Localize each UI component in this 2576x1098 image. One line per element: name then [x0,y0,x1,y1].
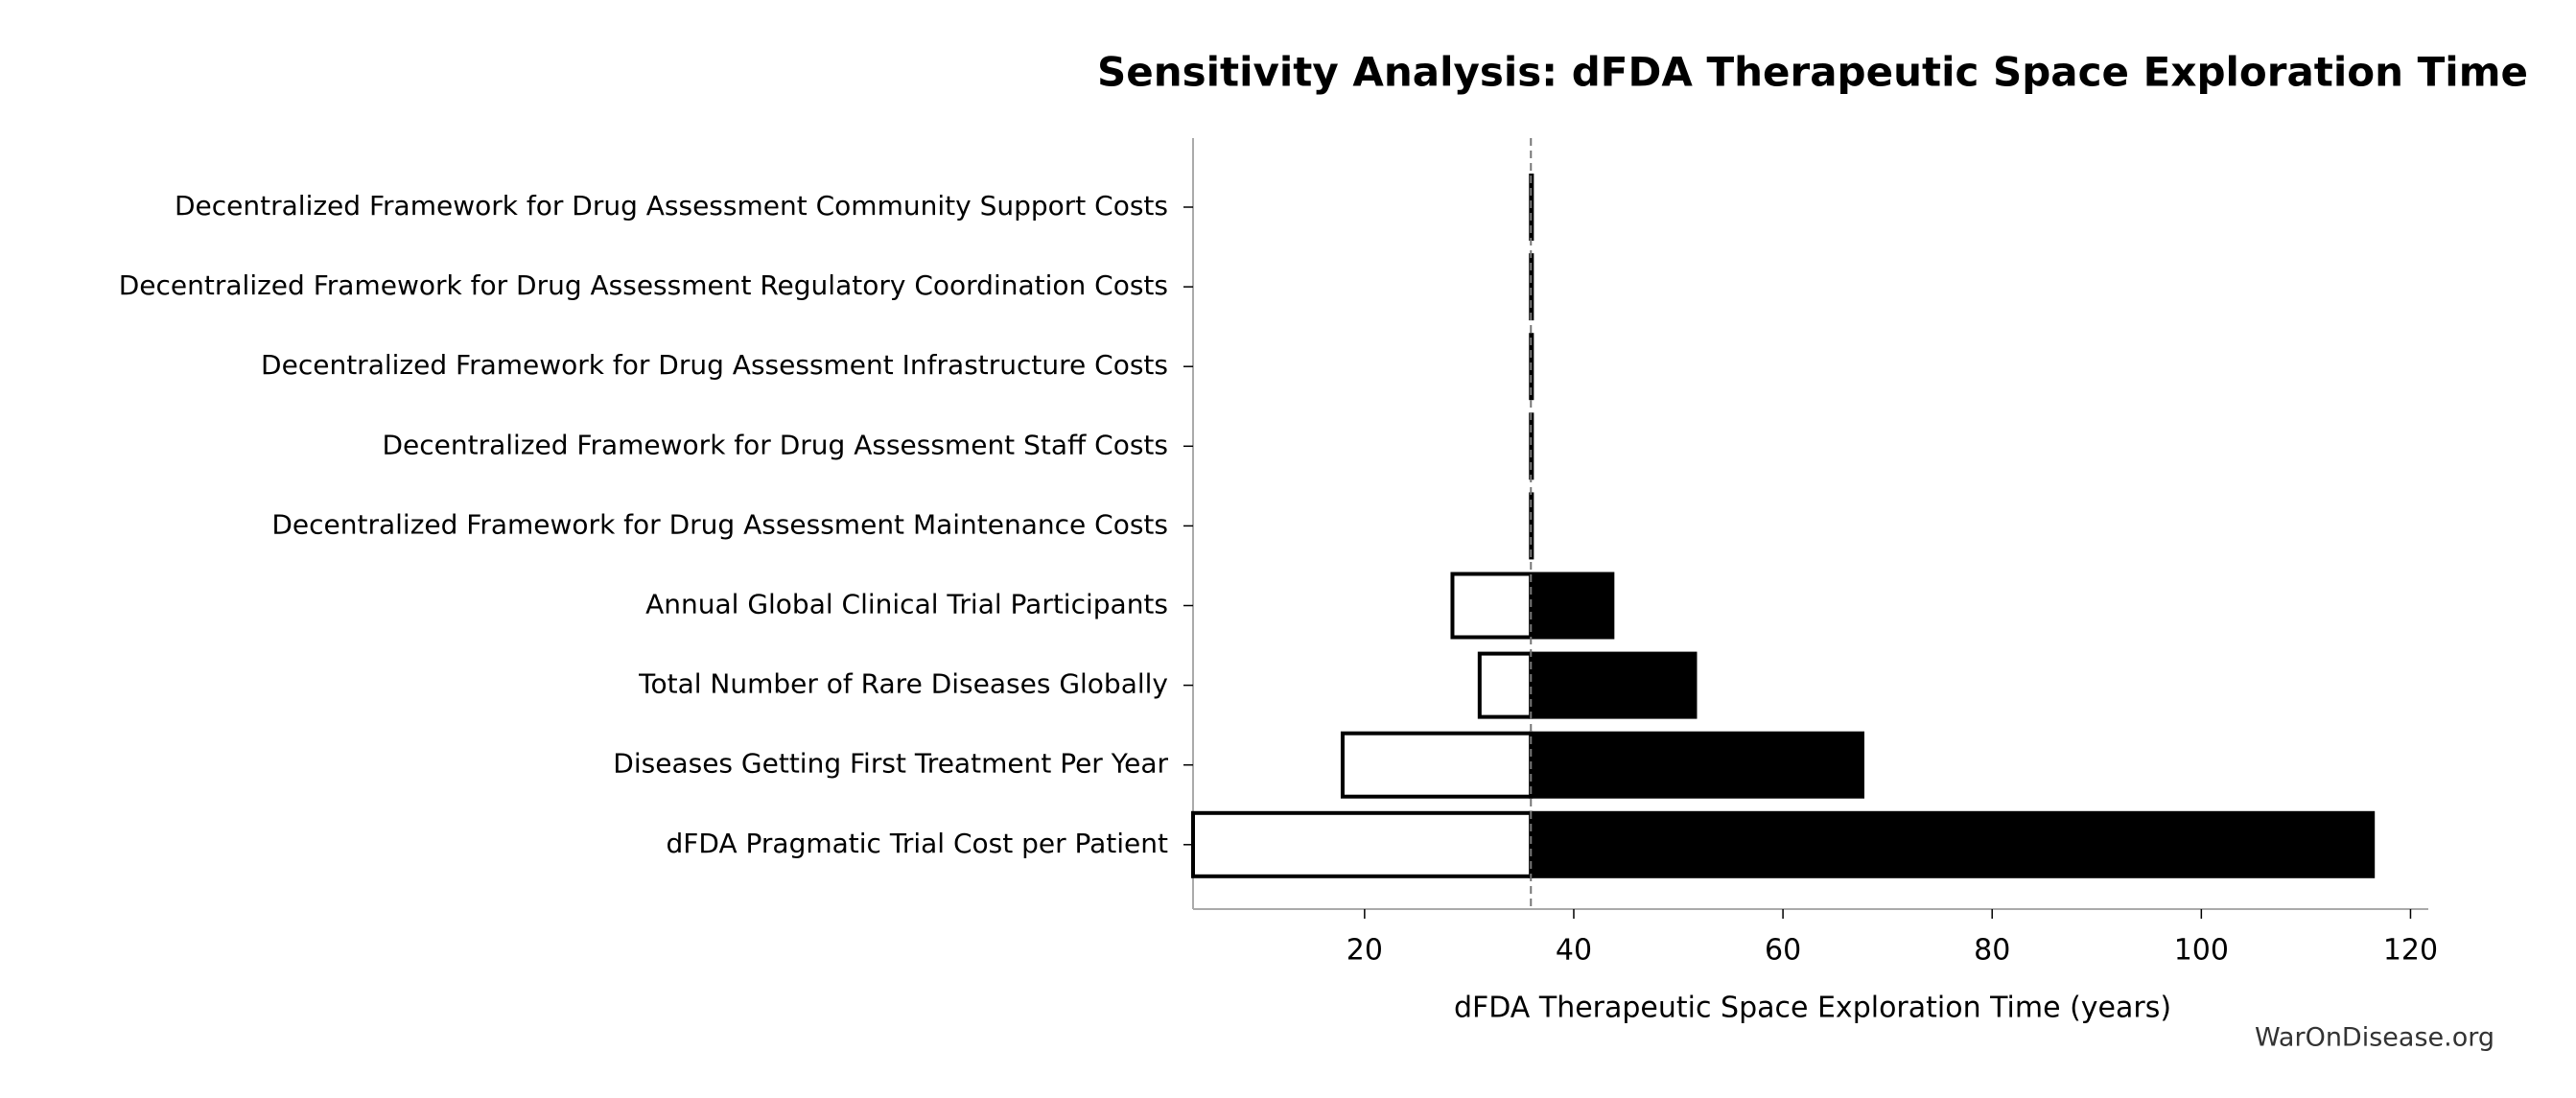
bar [1529,731,1864,799]
y-tick-label: Decentralized Framework for Drug Assessm… [271,508,1168,540]
x-axis-label: dFDA Therapeutic Space Exploration Time … [1454,992,2171,1025]
bar [1450,572,1534,640]
y-tick-label: Diseases Getting First Treatment Per Yea… [613,748,1168,780]
x-tick-label: 100 [2174,934,2229,968]
bar [1477,651,1534,719]
bar [1529,810,2376,878]
x-tick-label: 120 [2383,934,2438,968]
x-tick-label: 60 [1765,934,1801,968]
x-tick-label: 40 [1556,934,1592,968]
y-tick-label: Total Number of Rare Diseases Globally [638,668,1168,700]
y-tick-label: Decentralized Framework for Drug Assessm… [382,429,1168,460]
y-tick-label: Annual Global Clinical Trial Participant… [645,589,1168,620]
footer: WarOnDisease.org [2255,1023,2494,1053]
y-tick-label: Decentralized Framework for Drug Assessm… [119,269,1168,301]
bar [1191,810,1534,878]
x-tick-label: 80 [1974,934,2010,968]
bar [1529,572,1615,640]
y-tick-label: Decentralized Framework for Drug Assessm… [175,190,1168,222]
y-tick-label: Decentralized Framework for Drug Assessm… [261,349,1168,381]
y-tick-label: dFDA Pragmatic Trial Cost per Patient [667,828,1169,859]
bar [1529,651,1698,719]
chart-title: Sensitivity Analysis: dFDA Therapeutic S… [1097,49,2528,96]
x-tick-label: 20 [1347,934,1383,968]
bar [1340,731,1534,799]
